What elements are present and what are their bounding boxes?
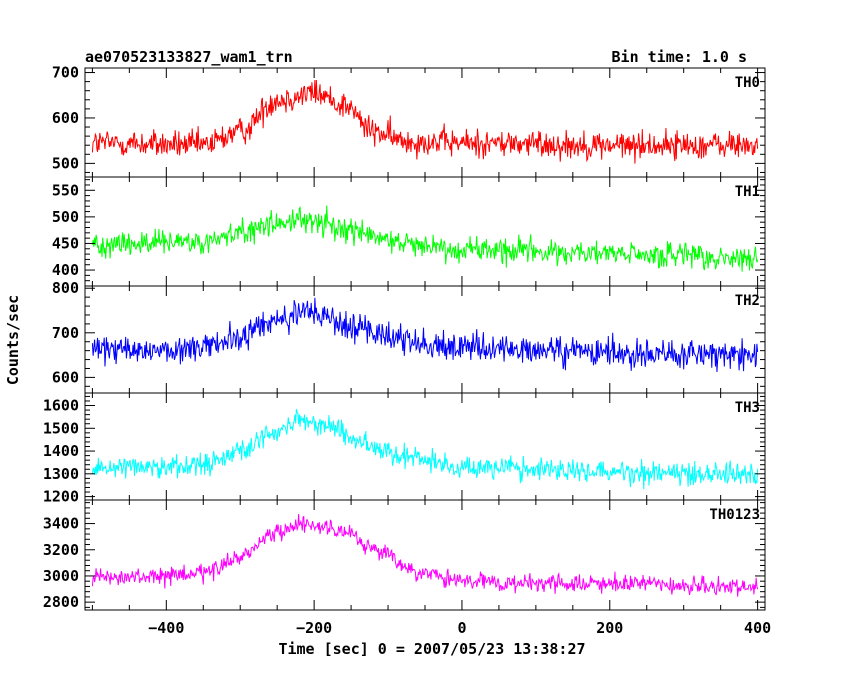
y-tick-label-th3-1300: 1300 [43, 465, 79, 483]
series-line-th2 [91, 297, 759, 373]
data-layer [91, 80, 759, 597]
series-line-th3 [91, 408, 759, 490]
y-tick-label-th0123-3400: 3400 [43, 515, 79, 533]
x-tick-label-4: 400 [744, 619, 771, 637]
y-tick-label-th0123-3200: 3200 [43, 541, 79, 559]
panel-frame-th1 [84, 176, 766, 287]
y-tick-label-th2-600: 600 [52, 368, 79, 386]
y-axis-title: Counts/sec [4, 295, 22, 385]
panel-frame-th0123 [84, 499, 766, 611]
y-tick-label-th2-700: 700 [52, 324, 79, 342]
y-tick-label-th1-500: 500 [52, 208, 79, 226]
y-tick-label-th3-1500: 1500 [43, 419, 79, 437]
x-tick-label-1: −200 [296, 619, 332, 637]
series-line-th0 [91, 80, 759, 164]
y-tick-label-th0-500: 500 [52, 154, 79, 172]
panel-label-th0123: TH0123 [709, 507, 760, 523]
panel-frame-th3 [84, 392, 766, 501]
panel-frame-th0 [84, 67, 766, 178]
y-tick-label-th3-1200: 1200 [43, 488, 79, 506]
y-tick-label-th2-800: 800 [52, 279, 79, 297]
y-tick-label-th3-1400: 1400 [43, 442, 79, 460]
series-line-th1 [91, 205, 759, 272]
x-tick-label-2: 0 [457, 619, 466, 637]
text-layer: ae070523133827_wam1_trn Bin time: 1.0 s … [4, 48, 771, 658]
panel-label-th2: TH2 [735, 293, 760, 309]
chart-title: ae070523133827_wam1_trn [85, 48, 293, 66]
x-tick-label-0: −400 [148, 619, 184, 637]
y-tick-label-th3-1600: 1600 [43, 397, 79, 415]
chart-subtitle: Bin time: 1.0 s [612, 48, 747, 66]
y-tick-label-th0-600: 600 [52, 109, 79, 127]
y-tick-label-th1-450: 450 [52, 234, 79, 252]
y-tick-label-th0-700: 700 [52, 64, 79, 82]
y-tick-label-th1-550: 550 [52, 181, 79, 199]
panel-label-th1: TH1 [735, 184, 760, 200]
series-line-th0123 [91, 513, 759, 597]
y-tick-label-th0123-3000: 3000 [43, 567, 79, 585]
ticks-layer [85, 68, 765, 610]
panel-label-th3: TH3 [735, 400, 760, 416]
x-axis-title: Time [sec] 0 = 2007/05/23 13:38:27 [278, 640, 585, 658]
x-tick-label-3: 200 [596, 619, 623, 637]
y-tick-label-th1-400: 400 [52, 261, 79, 279]
y-tick-label-th0123-2800: 2800 [43, 593, 79, 611]
panel-label-th0: TH0 [735, 75, 760, 91]
